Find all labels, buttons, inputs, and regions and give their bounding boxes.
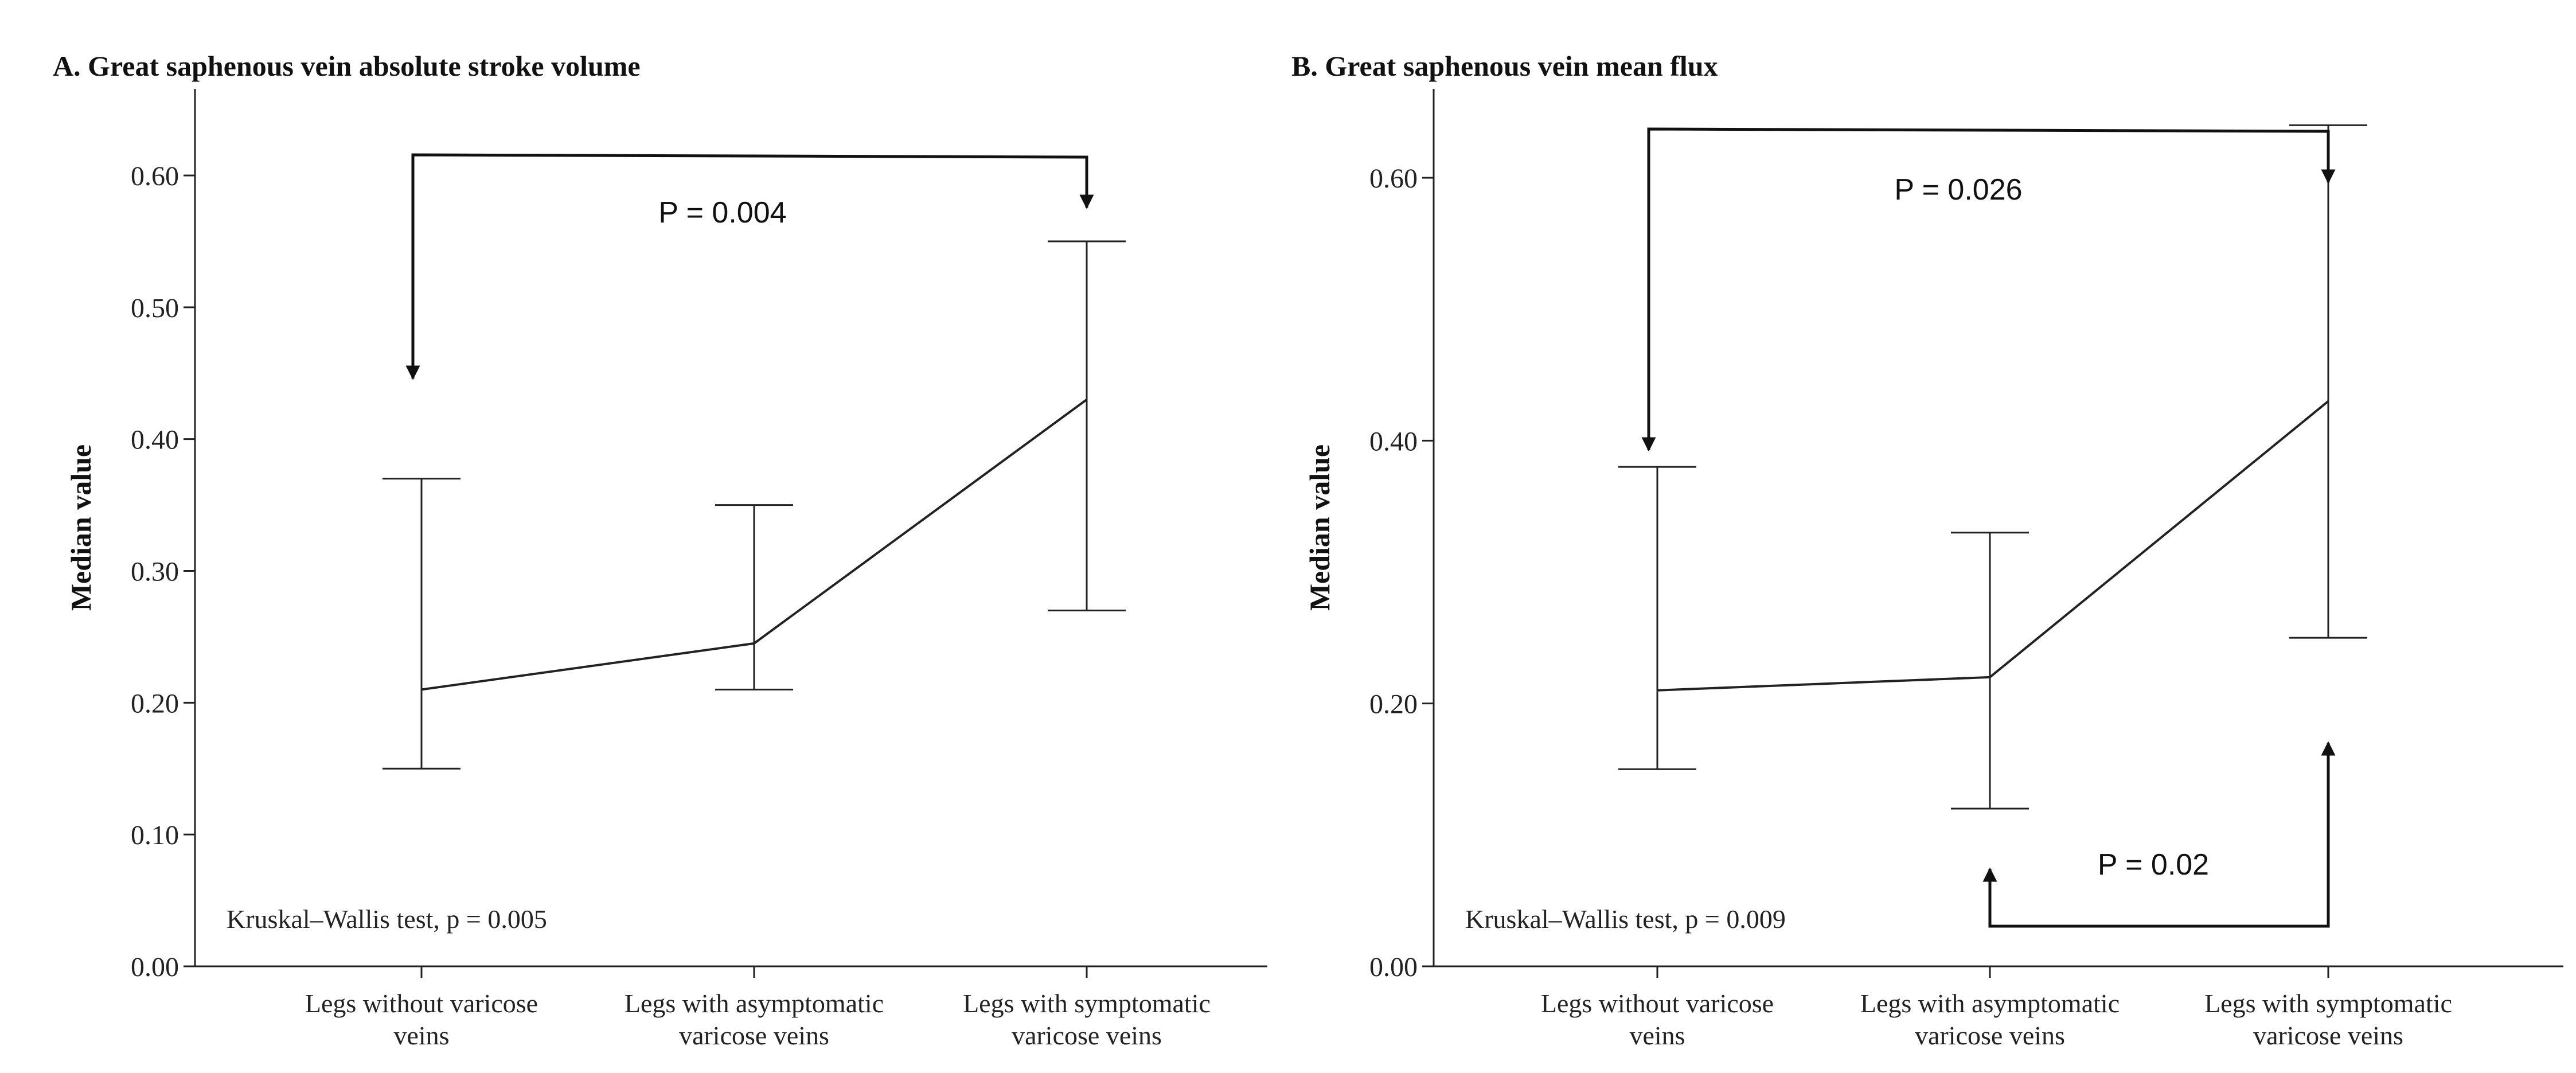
x-tick-label-line: veins	[1629, 1021, 1685, 1050]
median-line	[1657, 400, 2329, 692]
y-axis-label: Median value	[1303, 444, 1336, 611]
y-tick-label: 0.60	[131, 161, 179, 192]
panel-b: B. Great saphenous vein mean flux 0.00 0.2…	[1291, 50, 2563, 1050]
comparison-label: P = 0.004	[658, 196, 786, 229]
x-tick-label-line: Legs without varicose	[1541, 989, 1774, 1018]
x-tick-label: Legs with symptomatic varicose veins	[2204, 989, 2452, 1050]
y-tick-label: 0.00	[1369, 952, 1418, 982]
panel-a: A. Great saphenous vein absolute stroke …	[53, 50, 1267, 1050]
x-tick-label: Legs with asymptomatic varicose veins	[625, 989, 884, 1050]
y-tick-label: 0.20	[131, 688, 179, 719]
test-note: Kruskal–Wallis test, p = 0.005	[227, 904, 547, 934]
comparison-bracket	[411, 153, 1094, 379]
y-tick-label: 0.50	[131, 293, 179, 323]
x-tick-label-line: Legs with asymptomatic	[625, 989, 884, 1018]
comparison-label: P = 0.02	[2098, 848, 2209, 881]
x-tick-label: Legs with symptomatic varicose veins	[963, 989, 1211, 1050]
x-tick-label-line: Legs without varicose	[305, 989, 538, 1018]
x-tick-label-line: varicose veins	[1012, 1021, 1162, 1050]
y-tick-label: 0.20	[1369, 689, 1418, 720]
median-line	[421, 399, 1088, 691]
y-tick-label: 0.00	[131, 952, 179, 982]
chart-title: A. Great saphenous vein absolute stroke …	[53, 50, 641, 82]
x-tick-label-line: veins	[393, 1021, 449, 1050]
x-tick-label-line: Legs with symptomatic	[2204, 989, 2452, 1018]
x-tick-label: Legs without varicose veins	[1541, 989, 1774, 1050]
y-tick-label: 0.60	[1369, 163, 1418, 194]
y-tick-label: 0.30	[131, 557, 179, 587]
test-note: Kruskal–Wallis test, p = 0.009	[1465, 904, 1786, 934]
x-tick-label: Legs with asymptomatic varicose veins	[1860, 989, 2120, 1050]
x-tick-label-line: varicose veins	[2253, 1021, 2403, 1050]
comparison-label: P = 0.026	[1894, 173, 2022, 206]
y-tick-label: 0.10	[131, 820, 179, 850]
x-tick-label-line: varicose veins	[1915, 1021, 2065, 1050]
comparison-bracket	[1988, 741, 2336, 928]
x-tick-label: Legs without varicose veins	[305, 989, 538, 1050]
y-axis-label: Median value	[65, 444, 97, 611]
x-tick-label-line: varicose veins	[679, 1021, 829, 1050]
x-tick-label-line: Legs with symptomatic	[963, 989, 1211, 1018]
y-tick-label: 0.40	[131, 425, 179, 455]
x-tick-label-line: Legs with asymptomatic	[1860, 989, 2120, 1018]
y-tick-label: 0.40	[1369, 426, 1418, 456]
chart-title: B. Great saphenous vein mean flux	[1291, 50, 1718, 82]
